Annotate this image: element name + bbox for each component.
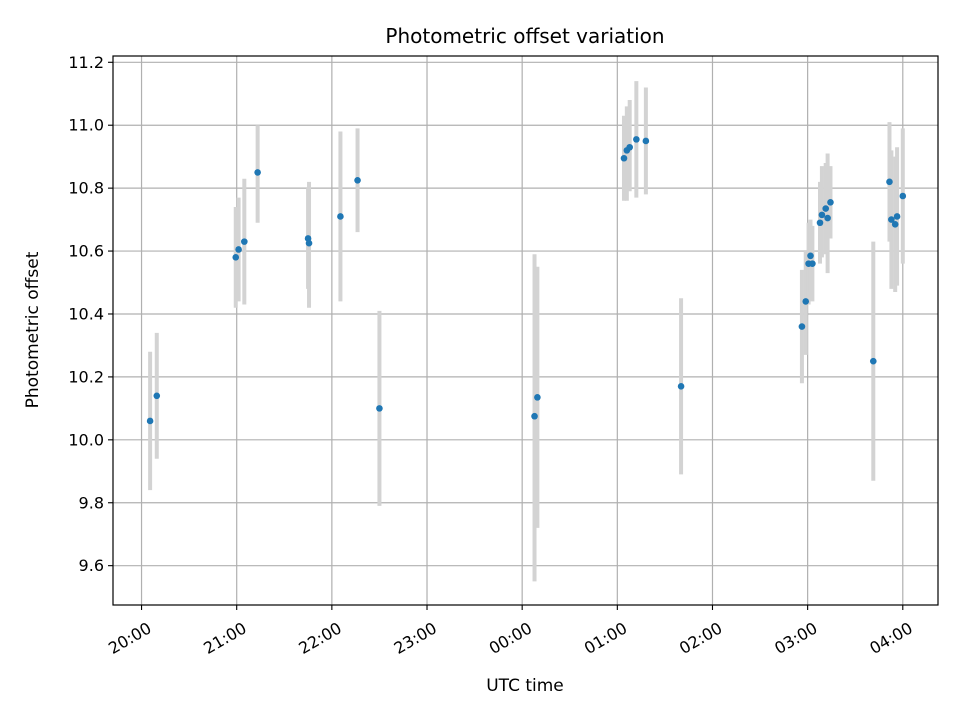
data-point [241,238,248,245]
data-point [807,252,814,260]
y-tick-label: 10.0 [68,430,104,449]
data-point [886,178,893,186]
data-point [146,417,154,425]
data-point [153,392,161,400]
y-tick-label: 10.8 [68,179,104,198]
data-point [254,169,261,176]
data-point [893,213,901,220]
data-point [232,254,240,261]
data-point [824,214,831,222]
data-point [816,219,824,227]
y-tick-label: 10.6 [68,242,104,261]
y-tick-label: 10.2 [68,367,104,386]
data-point [809,260,816,267]
plot-frame [112,55,939,606]
data-point [626,143,633,151]
data-point [235,246,242,253]
data-point [534,394,541,401]
y-tick-label: 11.0 [68,116,104,135]
data-point [620,154,628,162]
data-point [376,405,383,412]
chart-title: Photometric offset variation [385,24,664,48]
data-point [337,213,344,220]
data-point [899,192,907,200]
data-point [869,357,877,365]
data-point [822,205,830,212]
data-point [677,383,685,390]
data-point [798,323,806,330]
data-point [827,198,834,206]
data-point [633,136,640,143]
x-axis-title: UTC time [486,676,564,696]
data-point [891,221,899,228]
y-axis-title: Photometric offset [23,251,43,408]
data-point [354,176,361,184]
y-tick-label: 9.8 [79,493,104,512]
data-point [642,137,650,145]
y-tick-label: 11.2 [68,53,104,72]
data-point [305,239,313,247]
y-tick-label: 9.6 [79,556,104,575]
y-tick-label: 10.4 [68,304,104,323]
data-point [888,216,895,223]
data-point [818,211,826,219]
data-point [531,412,538,420]
data-points [146,136,907,425]
data-point [802,298,810,305]
